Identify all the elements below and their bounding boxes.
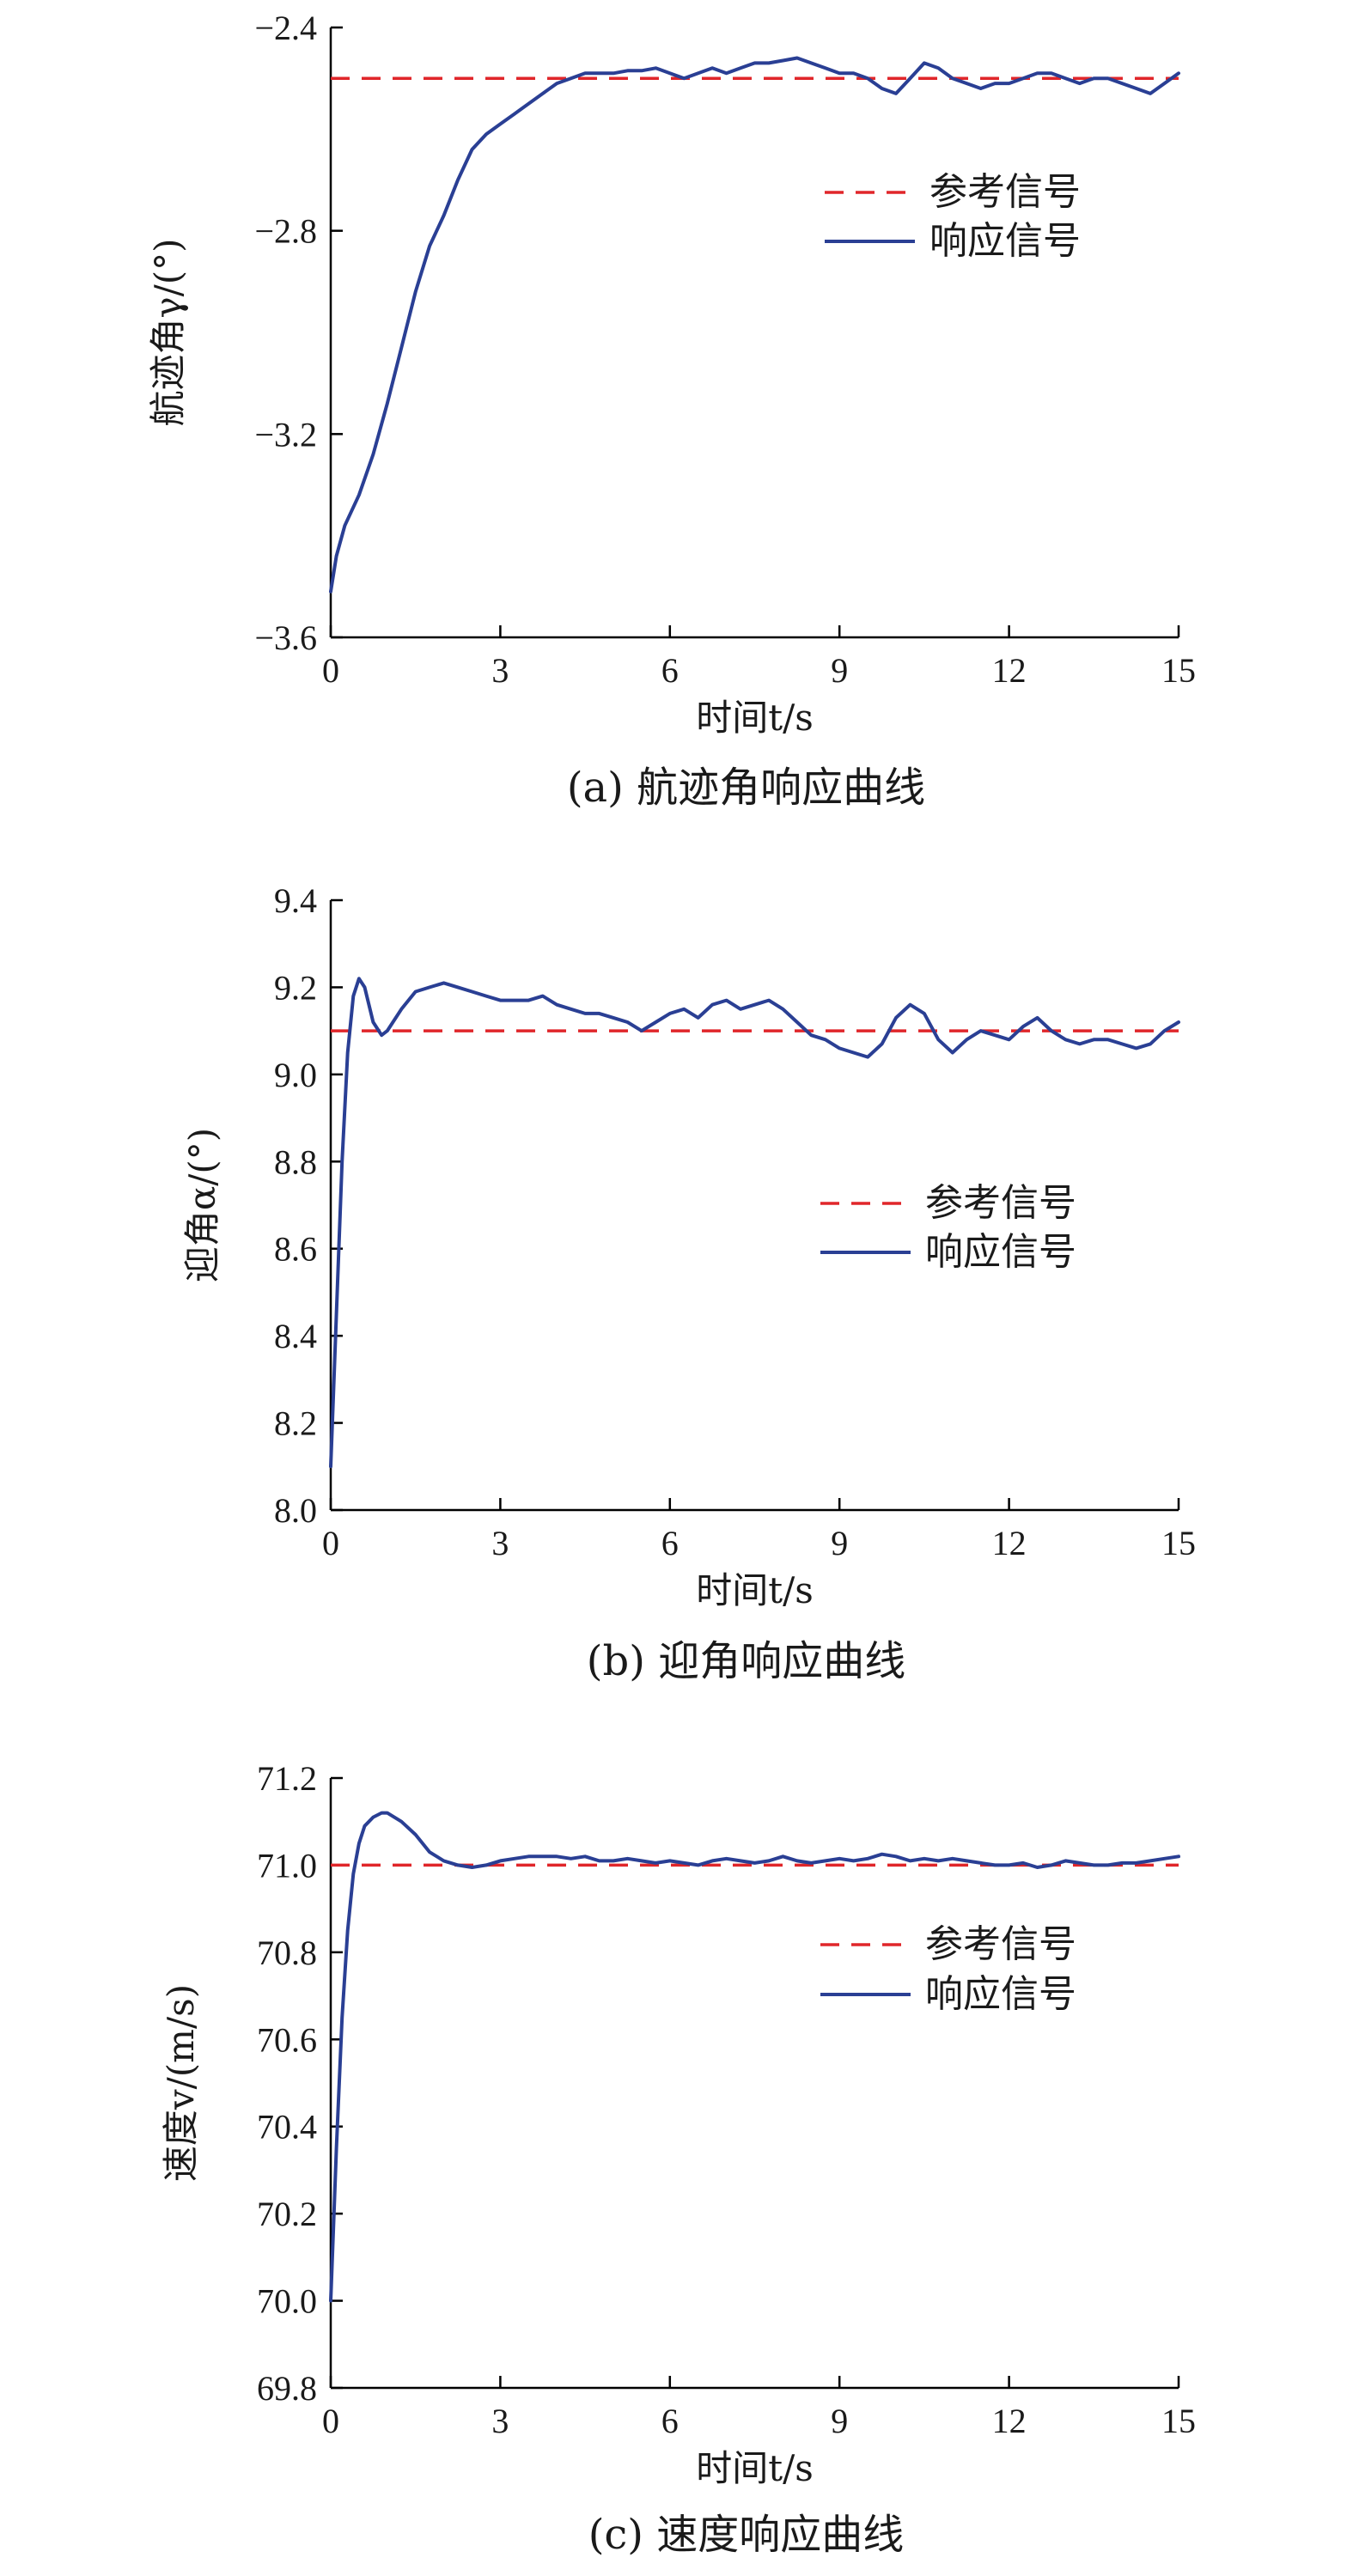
- x-tick-label: 15: [1161, 651, 1196, 690]
- y-tick-label: 70.8: [257, 1934, 317, 1972]
- chart-panel-a: 0 3 6 9 12 15 −3.6 −3.2 −2.8 −2.4 时间t/s 航迹角γ/(°) 参考信…: [147, 9, 1196, 812]
- y-axis-label: 速度v/(m/s): [160, 1984, 202, 2182]
- chart-panel-b: 0 3 6 9 12 15 8.0 8.2 8.4 8.6 8.8 9.0 9.2 9.4 时间t/s 迎角α…: [181, 881, 1196, 1685]
- legend-reference-label: 参考信号: [925, 1922, 1076, 1966]
- legend-reference-label: 参考信号: [929, 170, 1081, 214]
- panel-caption: (b) 迎角响应曲线: [587, 1637, 905, 1685]
- x-tick-label: 9: [831, 2402, 848, 2440]
- y-axis-label: 航迹角γ/(°): [147, 238, 189, 426]
- y-tick-label: 9.2: [274, 968, 317, 1007]
- y-tick-label: 8.6: [274, 1230, 317, 1269]
- y-tick-label: 8.4: [274, 1317, 317, 1355]
- x-tick-label: 0: [322, 651, 339, 690]
- response-signal-line: [329, 1811, 1180, 2303]
- y-axis-label: 迎角α/(°): [181, 1128, 223, 1282]
- legend-response-label: 响应信号: [925, 1972, 1076, 2016]
- y-tick-label: 9.4: [274, 881, 317, 920]
- y-tick-label: 8.8: [274, 1142, 317, 1181]
- y-tick-label: −2.4: [254, 9, 317, 47]
- x-tick-label: 12: [992, 2402, 1027, 2440]
- y-tick-label: 70.6: [257, 2020, 317, 2059]
- y-tick-label: −2.8: [254, 212, 317, 251]
- x-tick-label: 12: [992, 1524, 1027, 1562]
- y-tick-label: 8.0: [274, 1491, 317, 1530]
- x-tick-label: 9: [831, 651, 848, 690]
- y-tick-label: 8.2: [274, 1404, 317, 1443]
- x-tick-label: 3: [491, 651, 509, 690]
- x-tick-label: 6: [661, 1524, 679, 1562]
- response-signal-line: [329, 977, 1180, 1469]
- x-axis-label: 时间t/s: [696, 1569, 814, 1611]
- y-tick-label: 70.4: [257, 2108, 317, 2147]
- chart-panel-c: 0 3 6 9 12 15 69.8 70.0 70.2 70.4 70.6 70.8 71.0 71.2…: [160, 1759, 1196, 2559]
- x-tick-label: 3: [491, 1524, 509, 1562]
- y-tick-label: 70.0: [257, 2282, 317, 2321]
- x-tick-label: 0: [322, 1524, 339, 1562]
- x-axis-label: 时间t/s: [696, 2447, 814, 2489]
- x-tick-label: 6: [661, 2402, 679, 2440]
- y-tick-label: −3.2: [254, 415, 317, 454]
- y-tick-label: 71.0: [257, 1846, 317, 1885]
- y-tick-label: 71.2: [257, 1759, 317, 1798]
- x-tick-label: 6: [661, 651, 679, 690]
- x-tick-label: 15: [1161, 1524, 1196, 1562]
- x-tick-label: 9: [831, 1524, 848, 1562]
- y-tick-label: 70.2: [257, 2195, 317, 2233]
- x-tick-label: 0: [322, 2402, 339, 2440]
- y-tick-label: 9.0: [274, 1056, 317, 1094]
- legend-response-label: 响应信号: [929, 219, 1081, 263]
- panel-caption: (a) 航迹角响应曲线: [567, 764, 925, 812]
- x-axis-label: 时间t/s: [696, 697, 814, 739]
- response-signal-line: [329, 56, 1180, 594]
- panel-caption: (c) 速度响应曲线: [588, 2511, 905, 2559]
- y-tick-label: 69.8: [257, 2369, 317, 2408]
- legend-response-label: 响应信号: [925, 1230, 1076, 1274]
- legend-reference-label: 参考信号: [925, 1181, 1076, 1225]
- x-tick-label: 12: [992, 651, 1027, 690]
- x-tick-label: 3: [491, 2402, 509, 2440]
- x-tick-label: 15: [1161, 2402, 1196, 2440]
- y-tick-label: −3.6: [254, 618, 317, 657]
